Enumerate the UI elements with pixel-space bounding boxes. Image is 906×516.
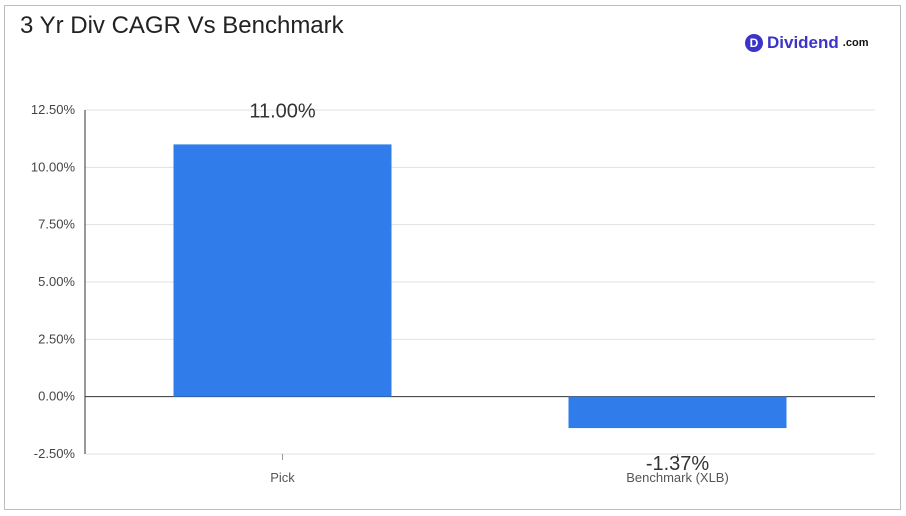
data-label: 11.00% [249, 100, 316, 122]
y-tick-label: -2.50% [34, 446, 76, 461]
brand-tld: .com [842, 37, 869, 49]
y-tick-label: 0.00% [38, 389, 75, 404]
y-tick-label: 12.50% [31, 102, 76, 117]
bar [173, 144, 392, 397]
y-tick-label: 10.00% [31, 159, 76, 174]
x-category-label: Pick [270, 470, 295, 485]
data-label: -1.37% [646, 453, 710, 475]
chart-title: 3 Yr Div CAGR Vs Benchmark [20, 12, 344, 39]
bar [568, 396, 787, 429]
y-tick-label: 5.00% [38, 274, 75, 289]
brand-logo: D Dividend .com [745, 33, 868, 53]
brand-badge-icon: D [745, 34, 763, 52]
y-tick-label: 2.50% [38, 331, 75, 346]
x-category-label: Benchmark (XLB) [626, 470, 729, 485]
brand-name: Dividend [767, 33, 839, 52]
y-tick-label: 7.50% [38, 217, 75, 232]
